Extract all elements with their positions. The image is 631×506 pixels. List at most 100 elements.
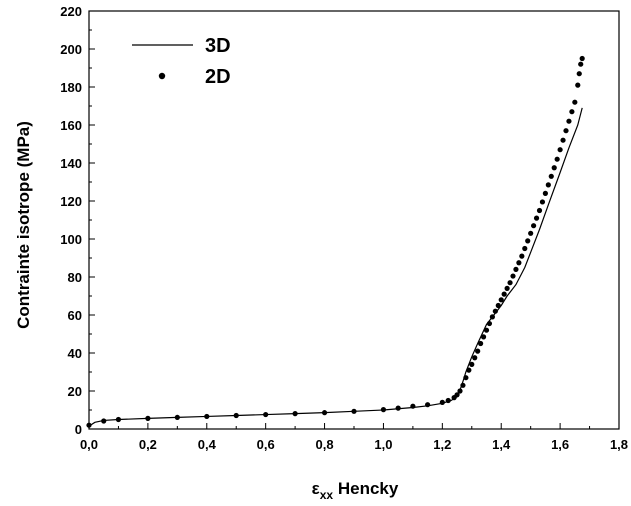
series-2d-point (525, 238, 531, 244)
series-2d-point (466, 367, 472, 373)
axes (88, 10, 620, 430)
x-tick-label: 0,2 (139, 437, 157, 452)
x-tick-label: 0,4 (198, 437, 217, 452)
series-2d-point (439, 399, 445, 405)
legend: 3D 2D (132, 35, 231, 88)
series-2d-point (536, 207, 543, 214)
series-2d-point (263, 411, 269, 418)
legend-3d-label: 3D (205, 35, 231, 57)
series-2d-point (551, 165, 557, 171)
series-2d-point (486, 320, 493, 327)
y-tick-label: 160 (60, 118, 82, 133)
y-ticks: 0 20 40 60 80 100 120 140 160 180 200 220 (60, 4, 95, 437)
series-2d-point (321, 410, 328, 416)
series-2d-point (498, 297, 504, 303)
y-tick-label: 20 (68, 384, 82, 399)
series-2d-point (531, 223, 537, 229)
legend-2d-marker-sample (158, 72, 166, 80)
plot-frame (88, 10, 620, 430)
x-axis-title-rest: Hencky (333, 479, 399, 498)
series-2d-point (454, 392, 460, 398)
series-2d-point (507, 280, 513, 286)
series-2d-point (101, 418, 107, 424)
y-tick-label: 60 (68, 308, 82, 323)
series-2d-point (578, 61, 584, 67)
series-2d-point (560, 137, 566, 143)
x-tick-label: 1,0 (374, 437, 392, 452)
series-2d-point (475, 348, 481, 354)
y-tick-label: 100 (60, 232, 82, 247)
series-2d-point (204, 413, 210, 420)
series-2d-point (563, 128, 569, 134)
y-tick-label: 180 (60, 80, 82, 95)
series-2d-point (545, 182, 551, 188)
series-2d-point (513, 266, 519, 272)
x-tick-label: 0,8 (316, 437, 334, 452)
series-3d-line (88, 107, 583, 427)
y-tick-label: 0 (75, 422, 82, 437)
series-2d-point (469, 361, 475, 367)
series-2d-point (522, 245, 528, 252)
series-2d-point (115, 416, 122, 423)
series-2d-point (569, 109, 575, 115)
y-tick-label: 120 (60, 194, 82, 209)
series-2d-point (395, 405, 401, 411)
series-2d-point (145, 415, 151, 421)
legend-2d-label: 2D (205, 66, 231, 88)
series-2d-point (460, 382, 466, 388)
series-2d-point (483, 327, 490, 333)
series-2d-point (351, 408, 357, 414)
series-2d-point (576, 71, 582, 77)
y-tick-label: 140 (60, 156, 82, 171)
x-tick-label: 1,8 (610, 437, 628, 452)
series-2d-point (174, 414, 180, 421)
series-2d-point (557, 147, 563, 153)
series-2d-point (519, 253, 525, 259)
x-ticks: 0,0 0,2 0,4 0,6 0,8 1,0 1,2 1,4 1,6 1,8 (80, 423, 628, 452)
series-2d-point (510, 273, 516, 279)
series-2d-point (575, 82, 581, 88)
x-tick-label: 0,0 (80, 437, 98, 452)
series-2d-point (410, 403, 416, 409)
x-axis-title-main: ε (312, 479, 320, 498)
series-2d-point (566, 118, 572, 124)
series-2d-point (542, 190, 548, 196)
series-2d-point (495, 302, 501, 309)
x-axis-title: εxx Hencky (312, 479, 399, 502)
series-2d-group (86, 55, 585, 428)
series-2d-point (380, 407, 387, 413)
series-2d-point (572, 99, 578, 105)
y-tick-label: 80 (68, 270, 82, 285)
series-2d-point (492, 308, 498, 314)
series-2d-point (504, 285, 510, 291)
series-2d-point (516, 260, 522, 266)
series-2d-point (554, 156, 560, 162)
series-2d-point (463, 375, 469, 381)
series-2d-point (548, 173, 554, 179)
series-2d-point (445, 397, 451, 404)
series-2d-point (501, 291, 507, 297)
x-tick-label: 1,4 (492, 437, 511, 452)
series-2d-point (533, 215, 540, 221)
x-tick-label: 1,2 (433, 437, 451, 452)
x-axis-title-subscript: xx (320, 488, 334, 502)
series-2d-point (539, 199, 546, 205)
series-3d-group (88, 107, 583, 427)
series-2d-point (425, 402, 431, 408)
x-tick-label: 0,6 (257, 437, 275, 452)
series-2d-point (292, 411, 298, 417)
series-2d-point (478, 340, 484, 347)
series-2d-point (457, 388, 463, 394)
y-tick-label: 200 (60, 42, 82, 57)
y-tick-label: 220 (60, 4, 82, 19)
series-2d-point (489, 314, 495, 320)
series-2d-point (472, 355, 478, 361)
series-2d-point (528, 230, 534, 236)
y-axis-title: Contrainte isotrope (MPa) (14, 121, 33, 329)
y-tick-label: 40 (68, 346, 82, 361)
x-tick-label: 1,6 (551, 437, 569, 452)
series-2d-point (233, 412, 239, 419)
series-2d-point (480, 334, 487, 340)
series-2d-point (579, 55, 585, 62)
